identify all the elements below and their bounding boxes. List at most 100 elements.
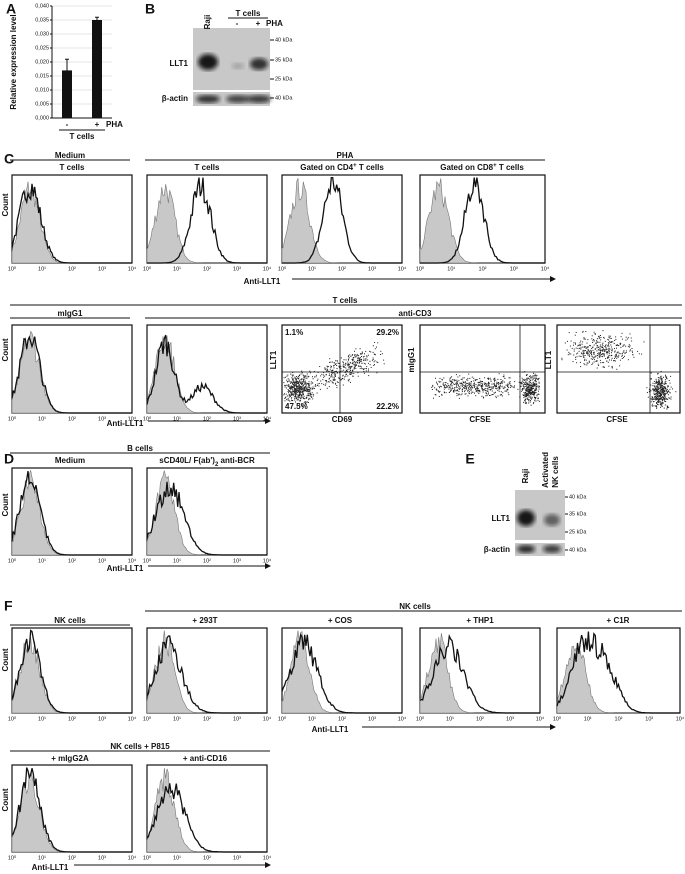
- event-dot: [460, 385, 462, 387]
- event-dot: [575, 332, 577, 333]
- event-dot: [533, 375, 535, 377]
- event-dot: [291, 374, 293, 376]
- event-dot: [657, 388, 659, 390]
- event-dot: [298, 387, 300, 389]
- event-dot: [522, 388, 523, 390]
- event-dot: [358, 362, 360, 364]
- event-dot: [655, 381, 657, 383]
- event-dot: [657, 404, 659, 405]
- event-dot: [599, 345, 601, 347]
- event-dot: [583, 350, 585, 352]
- event-dot: [623, 344, 625, 346]
- event-dot: [372, 345, 374, 347]
- event-dot: [479, 390, 481, 392]
- event-dot: [653, 389, 655, 391]
- event-dot: [530, 386, 532, 388]
- event-dot: [356, 362, 358, 364]
- event-dot: [659, 400, 661, 402]
- event-dot: [523, 379, 525, 381]
- event-dot: [298, 390, 300, 392]
- event-dot: [598, 354, 600, 356]
- event-dot: [307, 386, 309, 388]
- event-dot: [538, 390, 539, 392]
- event-dot: [527, 397, 529, 399]
- event-dot: [338, 377, 340, 379]
- event-dot: [569, 353, 571, 355]
- event-dot: [370, 351, 372, 353]
- event-dot: [522, 379, 524, 381]
- event-dot: [537, 379, 539, 381]
- event-dot: [608, 339, 610, 341]
- event-dot: [355, 348, 357, 350]
- event-dot: [665, 374, 666, 376]
- event-dot: [456, 390, 458, 392]
- event-dot: [627, 359, 629, 361]
- event-dot: [438, 386, 440, 387]
- event-dot: [476, 387, 478, 389]
- event-dot: [658, 388, 660, 389]
- event-dot: [462, 388, 464, 390]
- event-dot: [658, 392, 660, 394]
- event-dot: [479, 378, 481, 379]
- event-dot: [594, 355, 596, 357]
- event-dot: [466, 386, 468, 388]
- event-dot: [356, 364, 357, 366]
- event-dot: [529, 392, 531, 394]
- event-dot: [664, 387, 666, 389]
- event-dot: [607, 357, 609, 359]
- event-dot: [496, 383, 498, 385]
- event-dot: [650, 372, 652, 374]
- event-dot: [476, 389, 478, 391]
- event-dot: [524, 392, 526, 394]
- event-dot: [521, 389, 523, 390]
- header: + COS: [328, 616, 353, 625]
- event-dot: [596, 367, 598, 369]
- event-dot: [289, 387, 290, 389]
- event-dot: [620, 346, 622, 348]
- event-dot: [316, 380, 318, 382]
- event-dot: [528, 393, 529, 395]
- event-dot: [461, 393, 463, 395]
- event-dot: [494, 381, 495, 383]
- event-dot: [536, 388, 537, 390]
- event-dot: [364, 353, 365, 355]
- event-dot: [601, 346, 602, 348]
- event-dot: [334, 379, 336, 381]
- event-dot: [481, 388, 483, 390]
- event-dot: [587, 352, 589, 354]
- event-dot: [298, 394, 300, 396]
- event-dot: [608, 365, 610, 367]
- event-dot: [523, 388, 525, 390]
- event-dot: [343, 362, 344, 364]
- event-dot: [296, 393, 298, 395]
- event-dot: [522, 394, 524, 396]
- event-dot: [350, 355, 352, 357]
- event-dot: [522, 381, 524, 383]
- event-dot: [584, 359, 585, 361]
- event-dot: [568, 332, 570, 334]
- event-dot: [643, 341, 645, 343]
- event-dot: [521, 377, 523, 379]
- event-dot: [531, 379, 533, 381]
- x-axis-label: Anti-LLT1: [107, 419, 144, 428]
- event-dot: [361, 367, 362, 369]
- event-dot: [436, 389, 438, 391]
- event-dot: [657, 401, 659, 403]
- event-dot: [303, 393, 304, 395]
- event-dot: [302, 388, 304, 390]
- event-dot: [662, 382, 664, 384]
- event-dot: [436, 388, 438, 390]
- x-tick-label: 10⁴: [398, 265, 407, 272]
- event-dot: [650, 378, 652, 380]
- event-dot: [534, 385, 536, 387]
- event-dot: [482, 381, 483, 382]
- event-dot: [664, 404, 666, 406]
- x-tick-label: 10³: [98, 266, 106, 272]
- event-dot: [304, 375, 306, 377]
- event-dot: [603, 355, 605, 357]
- event-dot: [342, 374, 344, 376]
- x-tick-label: 10³: [233, 558, 241, 564]
- event-dot: [487, 378, 489, 380]
- event-dot: [445, 385, 447, 387]
- event-dot: [336, 381, 338, 383]
